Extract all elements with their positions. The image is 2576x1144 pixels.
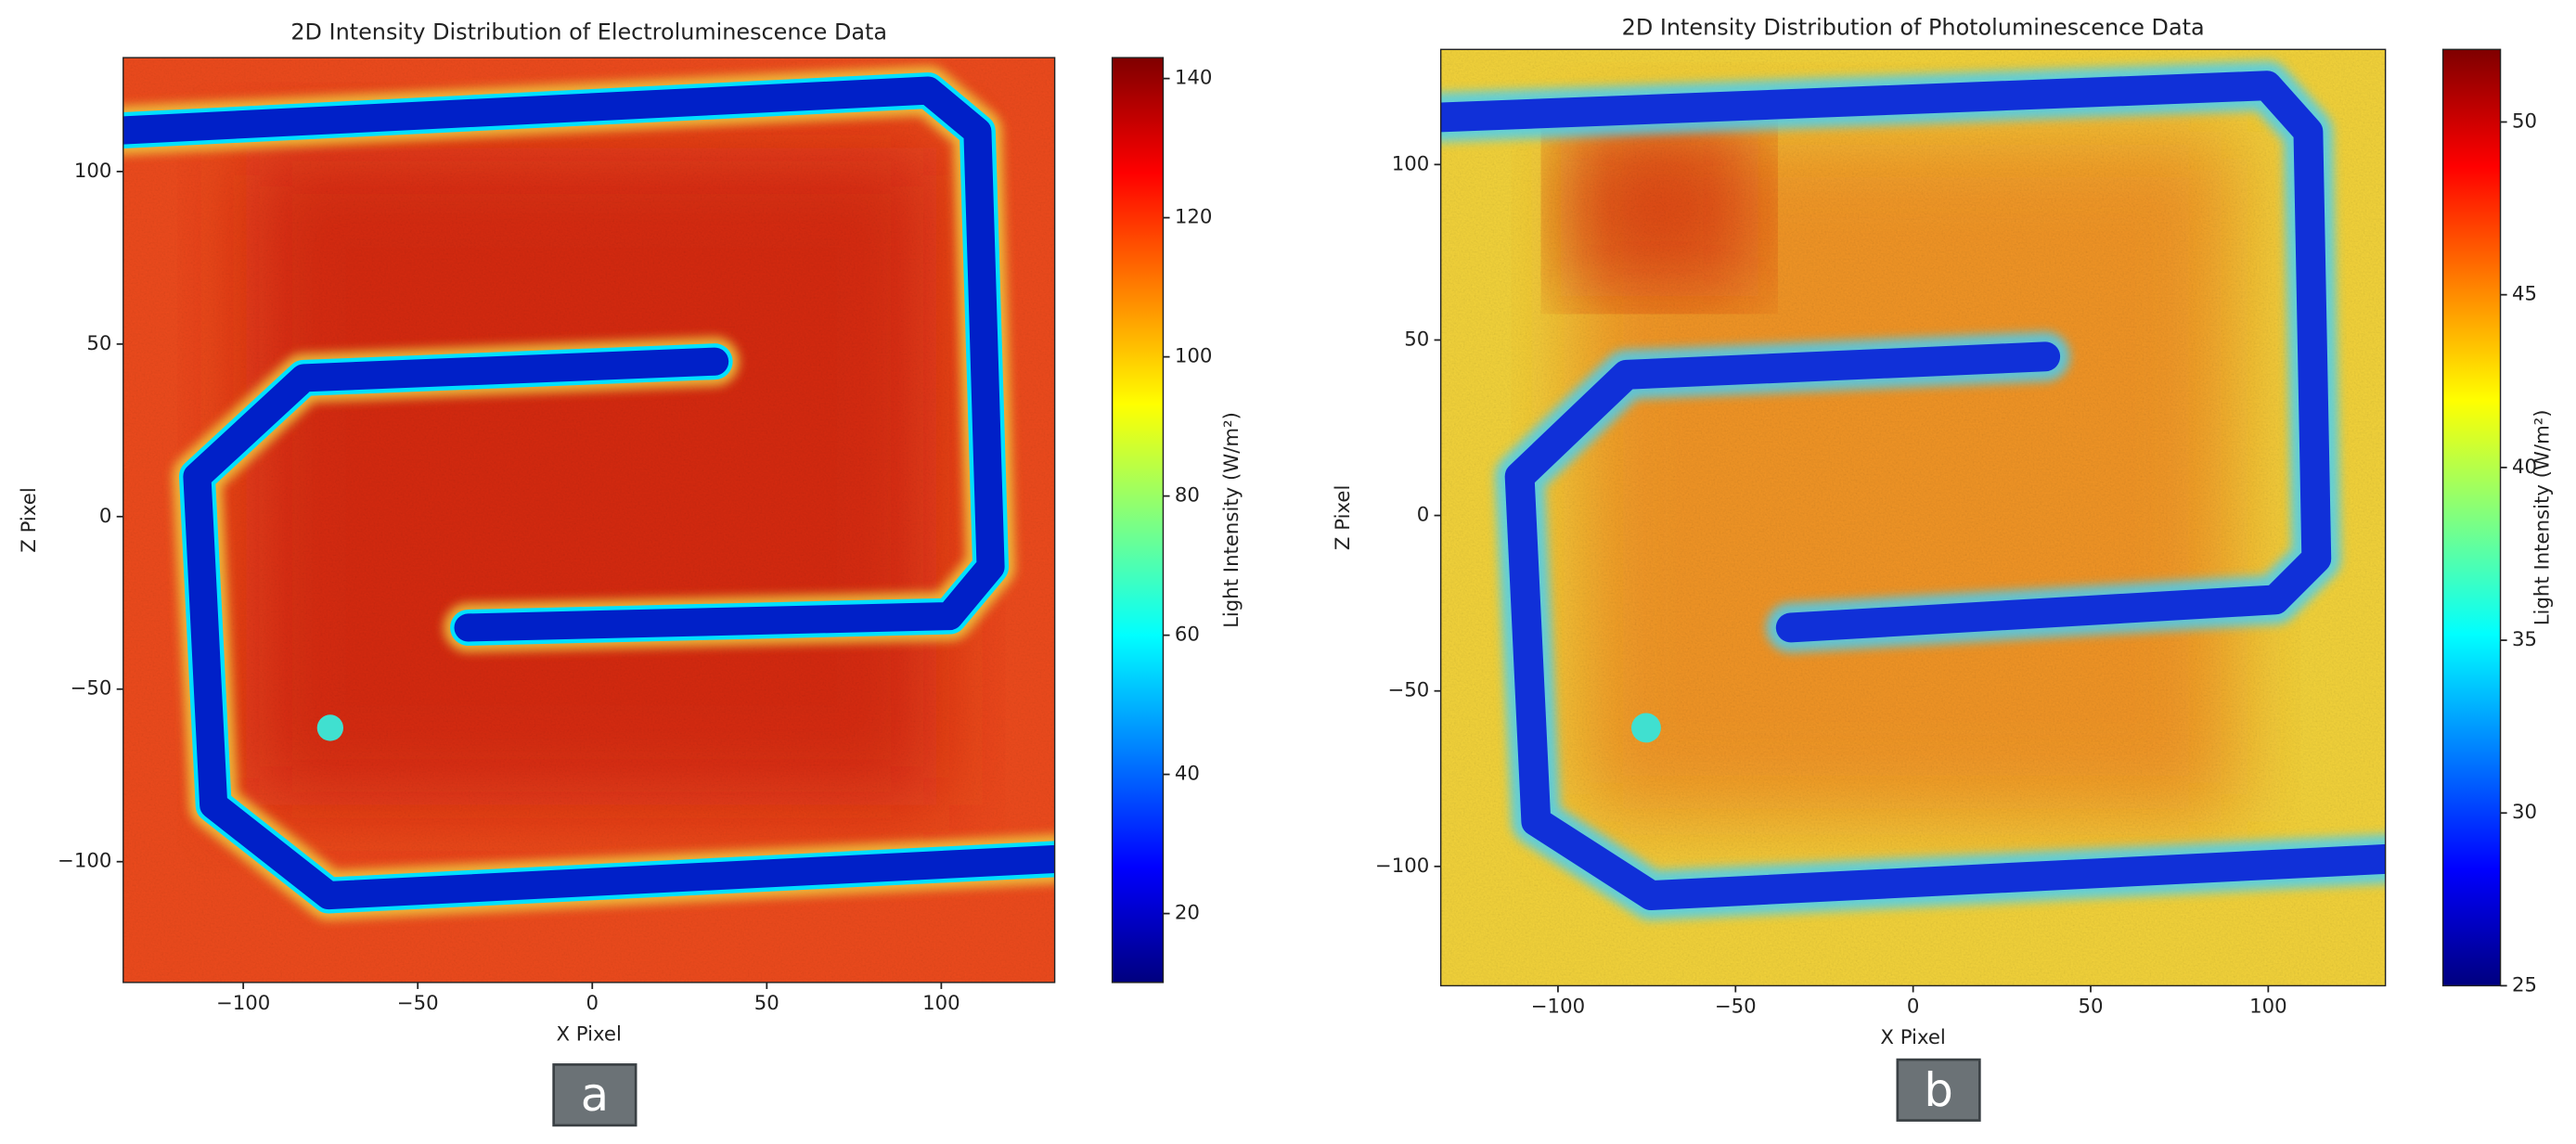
- colorbar-tick-label: 120: [1175, 206, 1213, 229]
- panel-label: a: [581, 1068, 609, 1122]
- x-tick-label: −100: [1531, 995, 1585, 1018]
- colorbar-tick-label: 20: [1175, 902, 1200, 925]
- colorbar-tick-label: 60: [1175, 623, 1200, 647]
- y-tick-label: 0: [99, 505, 112, 528]
- colorbar-label: Light Intensity (W/m²): [2531, 409, 2555, 625]
- y-axis-label: Z Pixel: [1332, 485, 1355, 550]
- colorbar-tick-label: 80: [1175, 484, 1200, 508]
- colorbar: [1111, 57, 1165, 983]
- heatmap-image: [122, 58, 1055, 983]
- colorbar-tick-label: 35: [2512, 628, 2537, 651]
- plot-frame: [122, 57, 1056, 983]
- x-axis-label: X Pixel: [1880, 1026, 1945, 1049]
- colorbar-tick-label: 25: [2512, 973, 2537, 996]
- y-tick-label: −100: [58, 850, 111, 873]
- y-tick-label: 50: [86, 332, 111, 355]
- colorbar-tick-label: 40: [1175, 763, 1200, 786]
- x-tick-label: 50: [2078, 995, 2103, 1018]
- x-tick-label: 100: [922, 992, 960, 1015]
- y-axis-label: Z Pixel: [18, 487, 41, 552]
- panel-label: b: [1924, 1063, 1952, 1117]
- y-tick-label: 0: [1417, 504, 1430, 527]
- x-tick-label: 50: [754, 992, 779, 1015]
- colorbar: [2441, 48, 2502, 987]
- x-tick-label: −100: [216, 992, 270, 1015]
- colorbar-tick-label: 50: [2512, 109, 2537, 133]
- x-axis-label: X Pixel: [556, 1023, 621, 1047]
- colorbar-tick-label: 40: [2512, 456, 2537, 479]
- x-tick-label: 100: [2249, 995, 2287, 1018]
- x-tick-label: 0: [1907, 995, 1920, 1018]
- panel-label-box: [1896, 1058, 1981, 1122]
- y-tick-label: −50: [71, 677, 112, 701]
- y-tick-label: 50: [1404, 328, 1429, 351]
- colorbar-tick-label: 30: [2512, 801, 2537, 824]
- y-tick-label: 100: [1392, 152, 1430, 175]
- x-tick-label: −50: [1715, 995, 1757, 1018]
- panel-label-box: [552, 1063, 638, 1127]
- colorbar-label: Light Intensity (W/m²): [1220, 412, 1243, 628]
- colorbar-tick-label: 100: [1175, 345, 1213, 368]
- chart-title: 2D Intensity Distribution of Electrolumi…: [290, 19, 887, 45]
- x-tick-label: −50: [397, 992, 439, 1015]
- colorbar-tick-label: 45: [2512, 283, 2537, 306]
- y-tick-label: −100: [1375, 855, 1429, 878]
- chart-title: 2D Intensity Distribution of Photolumine…: [1622, 14, 2205, 40]
- heatmap-image: [1440, 49, 2386, 986]
- y-tick-label: 100: [74, 160, 112, 183]
- colorbar-tick-label: 140: [1175, 67, 1213, 90]
- y-tick-label: −50: [1387, 679, 1429, 702]
- x-tick-label: 0: [586, 992, 599, 1015]
- plot-frame: [1439, 48, 2387, 987]
